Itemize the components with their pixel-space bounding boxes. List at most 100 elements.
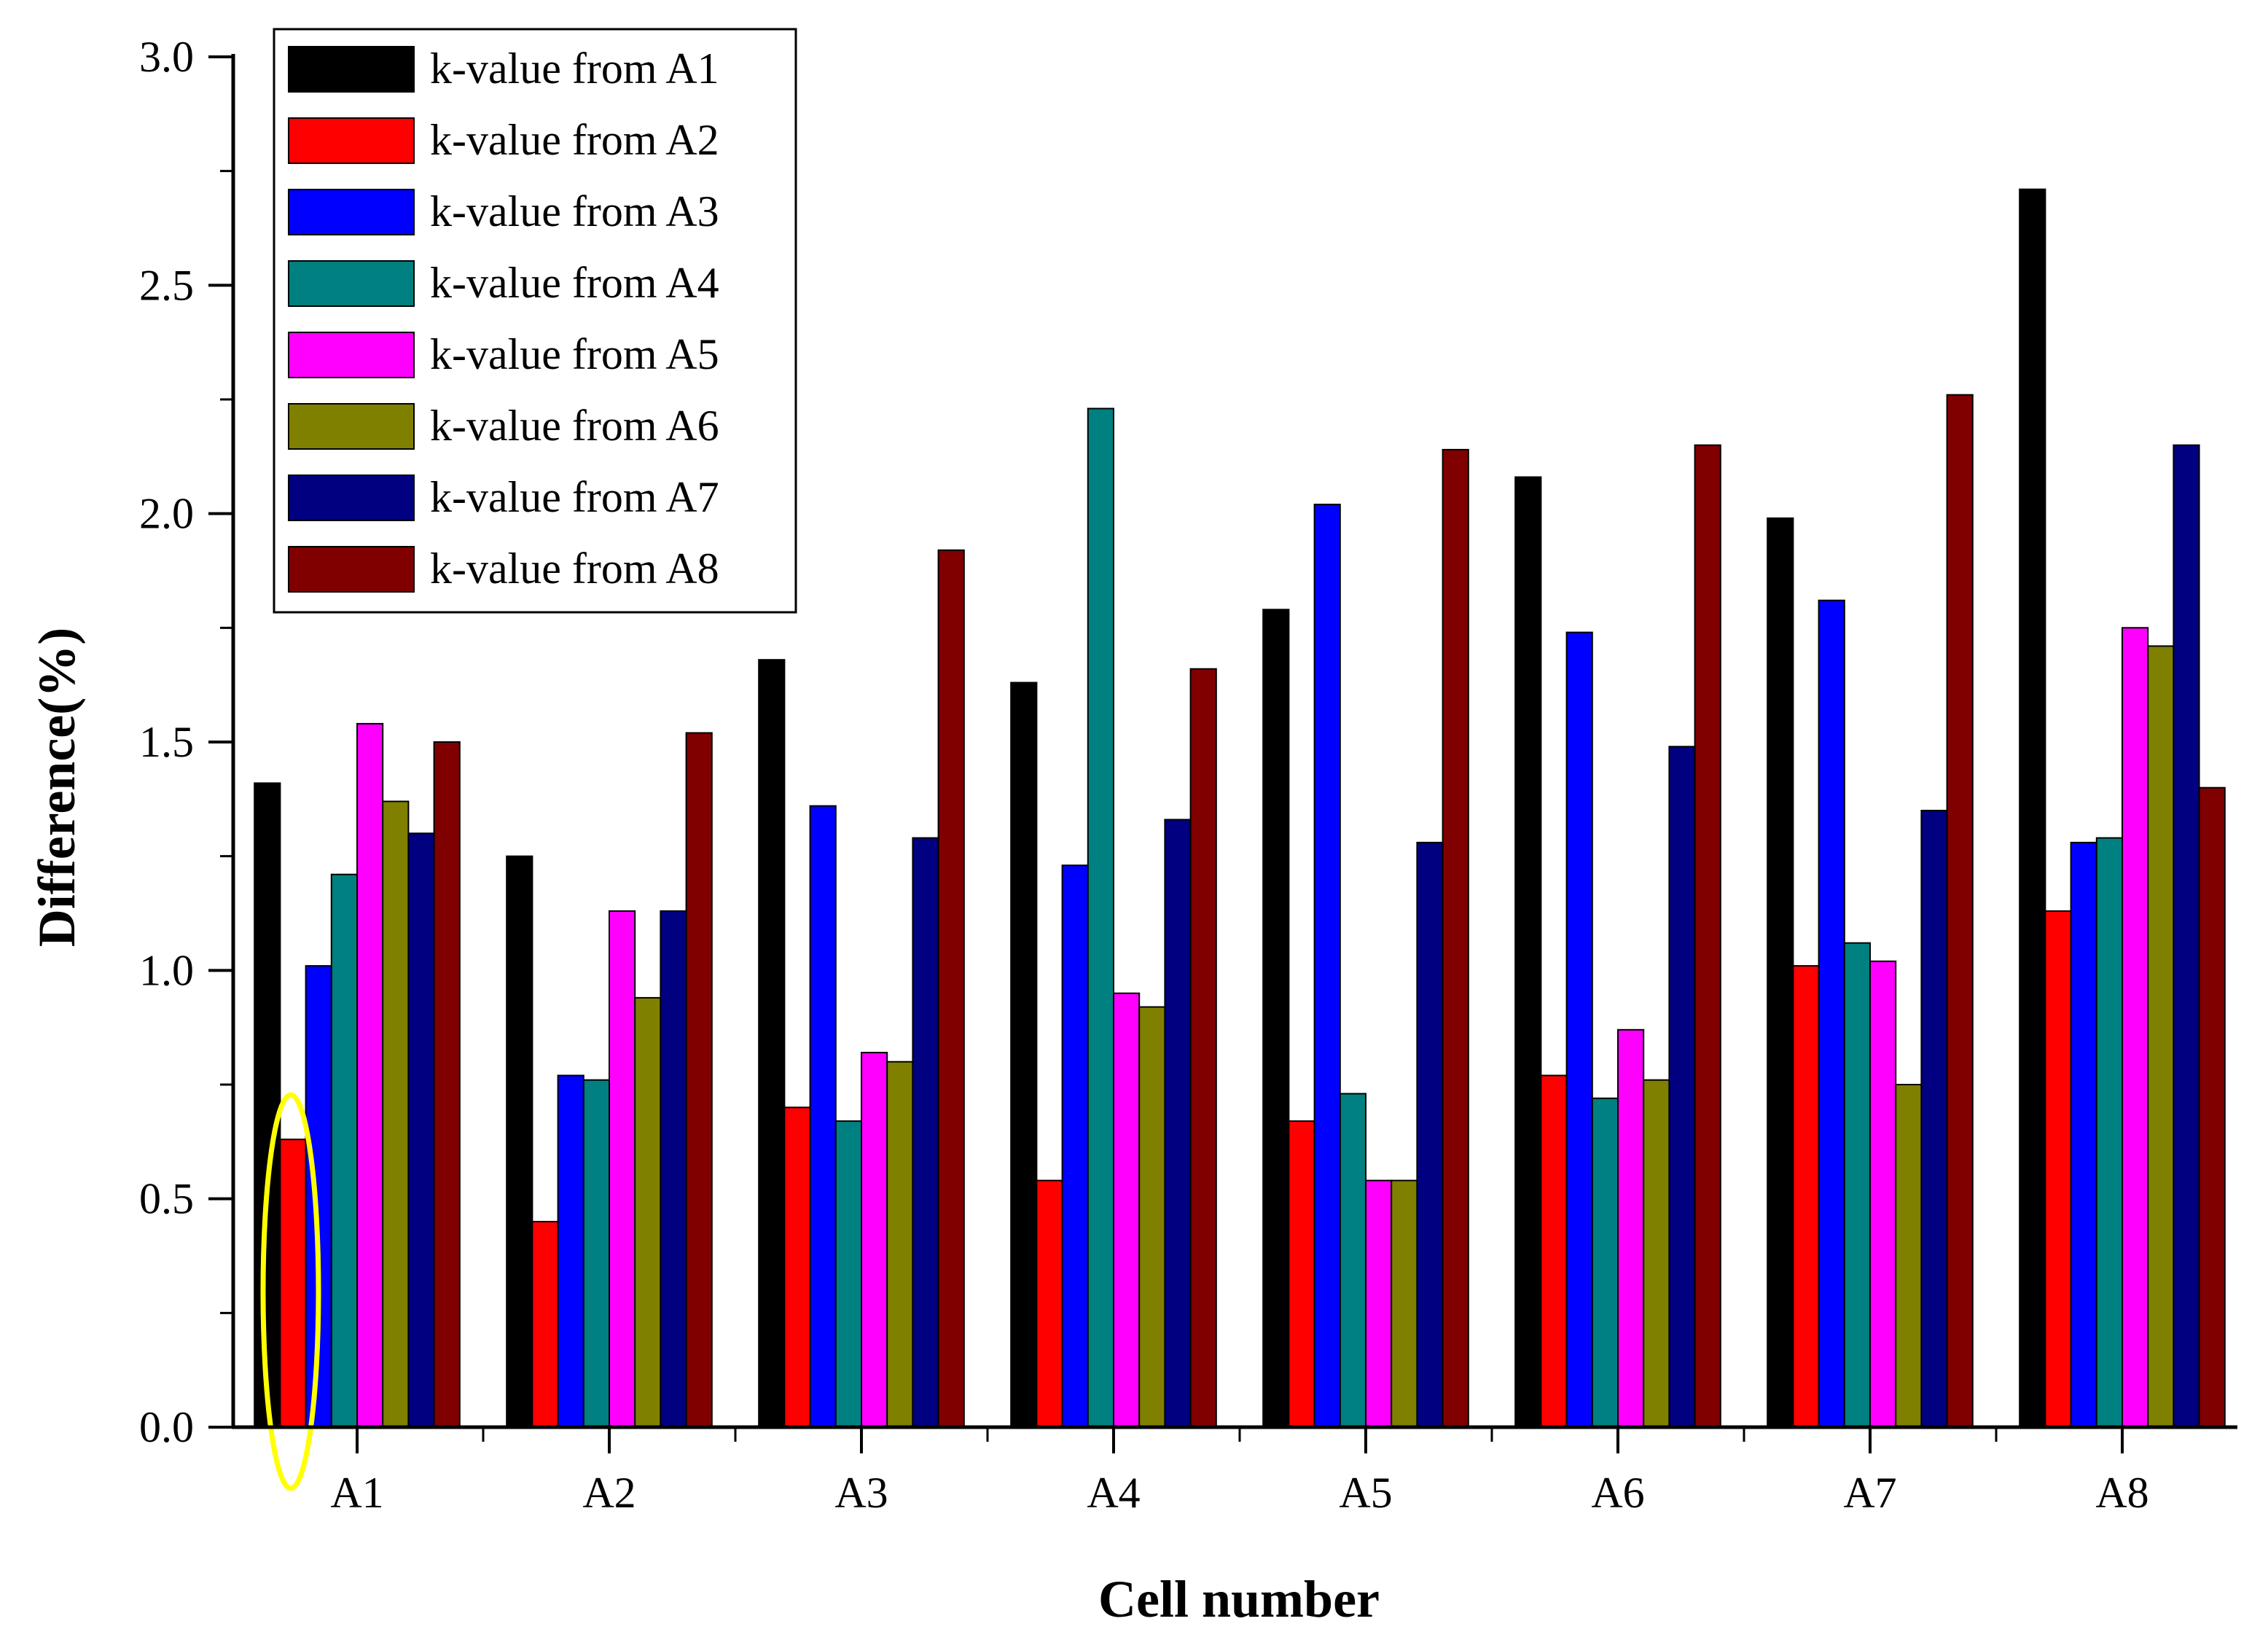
legend-swatch — [288, 46, 415, 93]
bar-a2-series-3 — [557, 1074, 584, 1428]
x-tick-label: A4 — [1087, 1469, 1140, 1517]
bar-a2-series-4 — [582, 1079, 610, 1428]
legend-swatch — [288, 189, 415, 235]
bar-a2-series-7 — [660, 910, 687, 1428]
x-tick-label: A3 — [834, 1469, 888, 1517]
bar-a8-series-3 — [2070, 841, 2097, 1428]
legend-label: k-value from A3 — [430, 187, 719, 235]
bar-a1-series-1 — [254, 782, 281, 1428]
legend-swatch — [288, 475, 415, 521]
bar-a7-series-6 — [1895, 1084, 1923, 1428]
x-tick-label: A1 — [330, 1469, 383, 1517]
bar-a7-series-7 — [1920, 810, 1948, 1428]
bar-a4-series-4 — [1087, 407, 1115, 1428]
x-axis-title: Cell number — [1098, 1570, 1380, 1628]
bar-a5-series-6 — [1391, 1179, 1418, 1428]
legend-swatch — [288, 260, 415, 307]
bars-layer — [254, 188, 2226, 1429]
legend-swatch — [288, 332, 415, 378]
highlight-ellipse — [260, 1092, 321, 1491]
bar-a6-series-3 — [1565, 631, 1593, 1428]
bar-a5-series-2 — [1288, 1120, 1315, 1428]
bar-a2-series-5 — [609, 910, 636, 1428]
bar-a6-series-7 — [1668, 746, 1696, 1429]
y-tick-label: 2.0 — [139, 490, 194, 538]
legend-swatch — [288, 403, 415, 450]
bar-a7-series-4 — [1843, 942, 1872, 1428]
bar-a4-series-5 — [1113, 992, 1141, 1428]
x-tick-label: A5 — [1339, 1469, 1392, 1517]
bar-a8-series-8 — [2198, 786, 2226, 1428]
bar-a8-series-1 — [2019, 188, 2046, 1429]
legend-label: k-value from A8 — [430, 544, 719, 593]
y-tick-label: 0.5 — [139, 1175, 194, 1223]
bar-a4-series-7 — [1164, 819, 1192, 1428]
bar-a7-series-2 — [1792, 965, 1820, 1428]
bar-a6-series-5 — [1617, 1028, 1645, 1429]
legend-label: k-value from A1 — [430, 44, 719, 93]
legend-swatch — [288, 117, 415, 164]
bar-a5-series-7 — [1416, 841, 1444, 1428]
bar-a6-series-2 — [1540, 1074, 1568, 1428]
bar-a3-series-5 — [861, 1052, 888, 1428]
x-tick-label: A6 — [1591, 1469, 1644, 1517]
bar-a8-series-7 — [2173, 444, 2200, 1429]
legend-label: k-value from A5 — [430, 330, 719, 378]
bar-a3-series-8 — [937, 549, 965, 1428]
y-tick-label: 2.5 — [139, 261, 194, 309]
y-tick-label: 0.0 — [139, 1403, 194, 1451]
bar-a8-series-2 — [2044, 910, 2072, 1428]
legend-swatch — [288, 546, 415, 593]
bar-a6-series-4 — [1591, 1097, 1619, 1429]
bar-a7-series-1 — [1767, 517, 1794, 1428]
bar-a8-series-5 — [2122, 627, 2149, 1428]
bar-a1-series-2 — [279, 1139, 307, 1428]
bar-a6-series-8 — [1694, 444, 1721, 1429]
bar-a8-series-6 — [2147, 645, 2175, 1428]
bar-a2-series-1 — [506, 855, 533, 1428]
bar-a5-series-3 — [1313, 504, 1341, 1428]
bar-a1-series-4 — [330, 873, 358, 1428]
bar-a2-series-8 — [685, 732, 713, 1428]
bar-a5-series-8 — [1442, 448, 1469, 1428]
bar-a7-series-8 — [1946, 394, 1974, 1429]
y-tick-label: 3.0 — [139, 33, 194, 81]
bar-a1-series-7 — [407, 832, 435, 1429]
bar-a4-series-1 — [1010, 682, 1038, 1428]
y-tick-label: 1.0 — [139, 946, 194, 994]
bar-a2-series-2 — [531, 1221, 559, 1428]
bar-a1-series-6 — [382, 800, 410, 1428]
x-tick-label: A2 — [582, 1469, 636, 1517]
bar-a4-series-6 — [1138, 1006, 1166, 1428]
axes-layer: 0.0 0.5 1.0 1.5 2.0 2.5 3.0 A1 A2 A3 A4 A5 A6 A7 A8 — [139, 33, 2237, 1517]
legend-label: k-value from A7 — [430, 473, 719, 521]
bar-a6-series-6 — [1643, 1079, 1670, 1428]
legend: k-value from A1 k-value from A2 k-value fr… — [273, 28, 797, 614]
y-tick-label: 1.5 — [139, 718, 194, 766]
bar-a4-series-2 — [1036, 1179, 1063, 1428]
x-tick-label: A8 — [2095, 1469, 2148, 1517]
bar-a5-series-1 — [1262, 609, 1290, 1428]
bar-a2-series-6 — [634, 996, 662, 1428]
bar-a8-series-4 — [2095, 837, 2124, 1428]
bar-a1-series-8 — [433, 741, 461, 1428]
bar-a1-series-5 — [356, 722, 384, 1428]
legend-label: k-value from A6 — [430, 402, 719, 450]
bar-a3-series-4 — [834, 1120, 863, 1428]
annotation-layer — [260, 1092, 321, 1491]
bar-a3-series-3 — [809, 805, 837, 1428]
bar-a3-series-6 — [886, 1061, 914, 1428]
x-tick-label: A7 — [1843, 1469, 1896, 1517]
legend-label: k-value from A2 — [430, 116, 719, 164]
bar-a5-series-5 — [1365, 1179, 1393, 1428]
bar-a7-series-3 — [1818, 599, 1845, 1429]
bar-a4-series-3 — [1061, 864, 1089, 1428]
bar-a7-series-5 — [1869, 960, 1897, 1429]
bar-a5-series-4 — [1339, 1093, 1367, 1428]
bar-a4-series-8 — [1189, 668, 1217, 1429]
bar-a3-series-1 — [758, 659, 786, 1429]
bar-a3-series-2 — [783, 1106, 811, 1429]
bar-a3-series-7 — [912, 837, 939, 1428]
legend-label: k-value from A4 — [430, 259, 719, 307]
